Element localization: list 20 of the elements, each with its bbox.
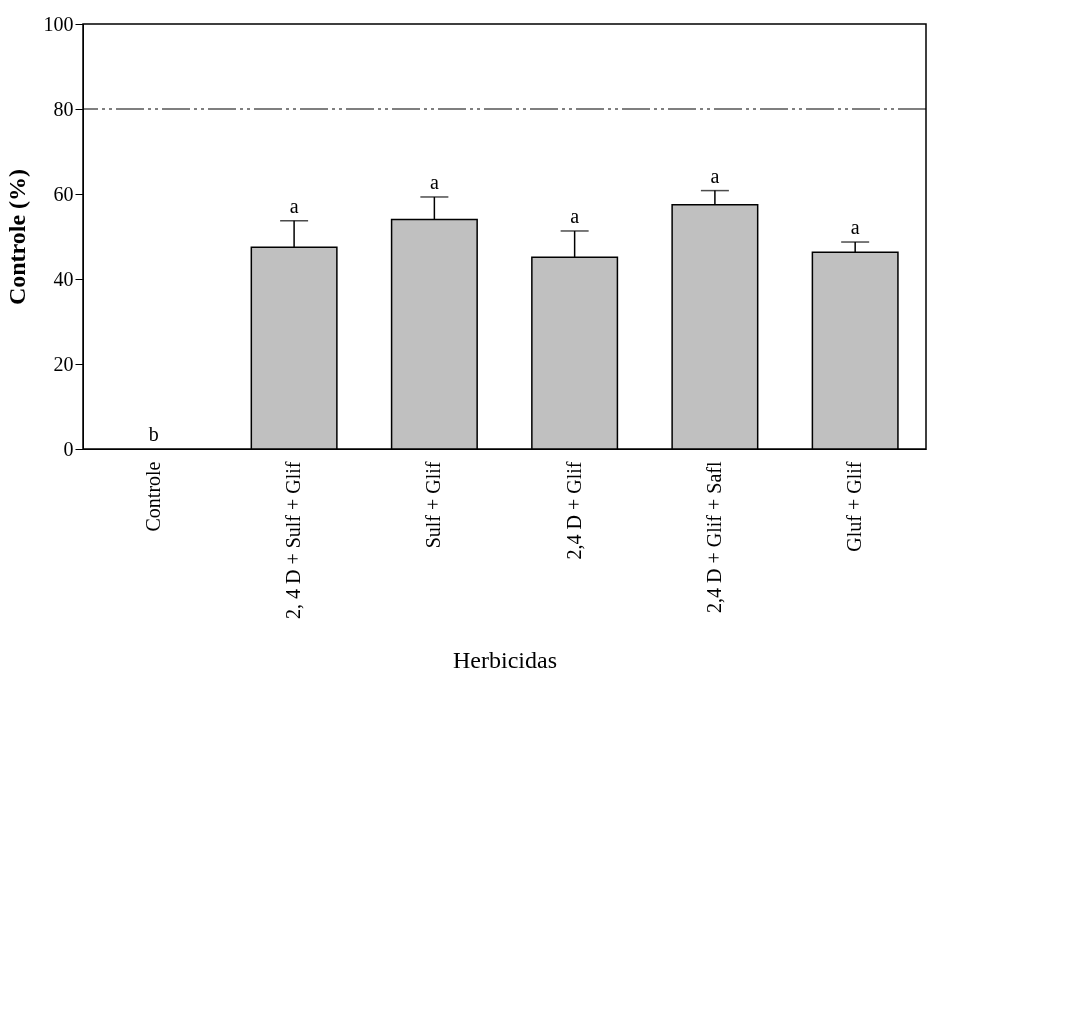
annotation: a: [429, 170, 439, 193]
y-tick-label: 100: [43, 12, 74, 35]
annotation: a: [289, 194, 299, 217]
x-axis-title: Herbicidas: [453, 647, 557, 674]
annotation: b: [148, 423, 159, 445]
annotation: a: [570, 204, 580, 227]
annotation: a: [710, 164, 720, 187]
y-axis-title: Controle (%): [3, 168, 30, 306]
y-tick-label: 40: [53, 267, 74, 290]
y-tick-label: 80: [53, 97, 74, 120]
x-tick-label: 2,4 D + Glif: [562, 461, 585, 560]
x-tick-label: Sulf + Glif: [422, 461, 445, 549]
x-tick-label: Controle: [141, 461, 164, 532]
y-tick-label: 60: [53, 182, 74, 205]
x-tick-label: Gluf + Glif: [843, 461, 866, 552]
annotation: a: [850, 216, 860, 239]
y-tick-label: 0: [63, 437, 74, 460]
x-tick-label: 2,4 D + Glif + Safl: [702, 461, 725, 613]
y-tick-label: 20: [53, 352, 74, 375]
x-tick-label: 2, 4 D + Sulf + Glif: [282, 461, 305, 620]
